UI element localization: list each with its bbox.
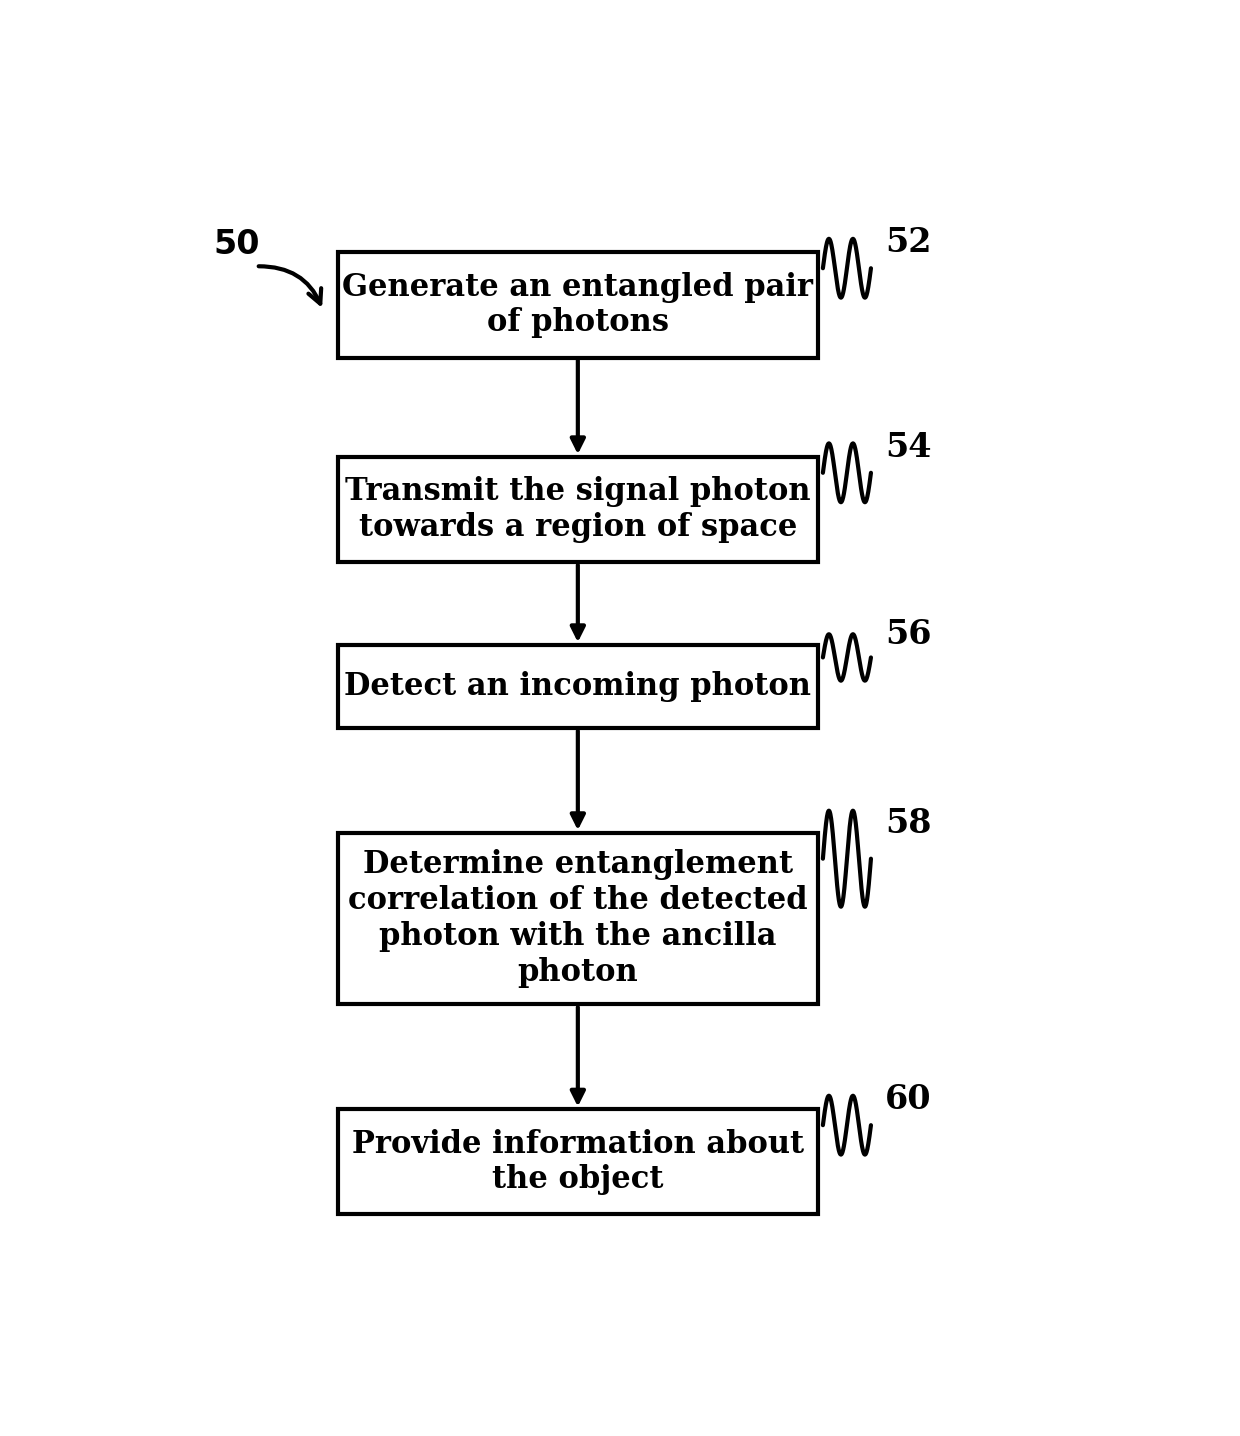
- Text: 60: 60: [885, 1083, 932, 1116]
- Text: Determine entanglement
correlation of the detected
photon with the ancilla
photo: Determine entanglement correlation of th…: [348, 850, 807, 988]
- Bar: [337, 645, 818, 728]
- Bar: [337, 833, 818, 1004]
- Bar: [337, 253, 818, 358]
- Bar: [337, 1110, 818, 1215]
- Bar: [337, 457, 818, 561]
- Text: Detect an incoming photon: Detect an incoming photon: [345, 671, 811, 702]
- Text: 56: 56: [885, 619, 932, 652]
- Text: 50: 50: [213, 228, 260, 261]
- Text: Transmit the signal photon
towards a region of space: Transmit the signal photon towards a reg…: [345, 477, 811, 543]
- Text: 58: 58: [885, 807, 932, 840]
- Text: Provide information about
the object: Provide information about the object: [352, 1129, 804, 1195]
- Text: 52: 52: [885, 225, 932, 258]
- Text: Generate an entangled pair
of photons: Generate an entangled pair of photons: [342, 271, 813, 339]
- Text: 54: 54: [885, 431, 932, 464]
